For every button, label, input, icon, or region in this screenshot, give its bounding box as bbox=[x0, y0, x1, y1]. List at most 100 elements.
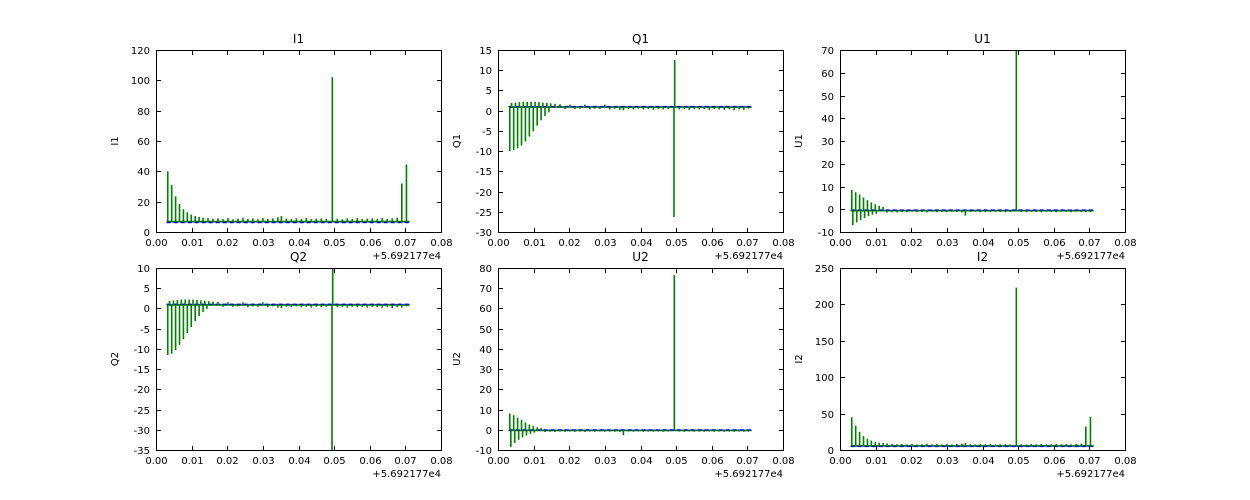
y-tick-label: 60 bbox=[137, 137, 150, 148]
subplot-title: Q2 bbox=[290, 250, 307, 264]
x-tick-label: 0.06 bbox=[1043, 456, 1065, 467]
y-tick-label: 10 bbox=[479, 406, 492, 417]
y-tick-label: 70 bbox=[479, 284, 492, 295]
x-tick-label: 0.04 bbox=[630, 456, 652, 467]
x-tick-label: 0.05 bbox=[1007, 456, 1029, 467]
x-tick-label: 0.01 bbox=[523, 238, 545, 249]
x-tick-label: 0.03 bbox=[936, 456, 958, 467]
plot-frame bbox=[156, 50, 442, 233]
y-tick-label: 150 bbox=[815, 337, 834, 348]
x-tick-label: 0.02 bbox=[216, 456, 238, 467]
y-tick-label: -25 bbox=[134, 406, 150, 417]
x-tick-label: 0.00 bbox=[487, 238, 509, 249]
x-tick-label: 0.03 bbox=[936, 238, 958, 249]
x-tick-label: 0.04 bbox=[288, 238, 310, 249]
x-tick-label: 0.06 bbox=[701, 456, 723, 467]
x-tick-label: 0.05 bbox=[323, 456, 345, 467]
x-tick-label: 0.07 bbox=[1078, 238, 1100, 249]
plot-frame bbox=[840, 50, 1126, 233]
subplot-title: I2 bbox=[977, 250, 988, 264]
x-tick-label: 0.03 bbox=[252, 238, 274, 249]
x-tick-label: 0.01 bbox=[865, 238, 887, 249]
x-axis-offset-label: +5.692177e4 bbox=[1056, 469, 1125, 480]
x-tick-label: 0.05 bbox=[323, 238, 345, 249]
x-tick-label: 0.01 bbox=[181, 238, 203, 249]
x-tick-label: 0.01 bbox=[523, 456, 545, 467]
x-tick-label: 0.04 bbox=[972, 238, 994, 249]
x-tick-label: 0.03 bbox=[594, 238, 616, 249]
subplot-I1: 0.00 0.01 0.02 0.03 0.04 0.05 0.06 0.07 0.08 0 20 4… bbox=[110, 32, 453, 262]
y-axis-label: Q2 bbox=[110, 352, 121, 366]
y-tick-label: 60 bbox=[821, 69, 834, 80]
x-tick-label: 0.00 bbox=[145, 456, 167, 467]
y-tick-label: 20 bbox=[479, 385, 492, 396]
x-tick-label: 0.07 bbox=[1078, 456, 1100, 467]
subplot-title: Q1 bbox=[632, 32, 649, 46]
x-tick-label: 0.04 bbox=[972, 456, 994, 467]
x-tick-label: 0.04 bbox=[288, 456, 310, 467]
y-tick-label: 50 bbox=[479, 325, 492, 336]
y-tick-label: 250 bbox=[815, 264, 834, 275]
y-tick-label: -20 bbox=[134, 385, 150, 396]
y-axis-label: U1 bbox=[794, 134, 805, 148]
y-tick-label: -10 bbox=[134, 345, 150, 356]
y-tick-label: 5 bbox=[486, 86, 492, 97]
y-tick-label: 80 bbox=[479, 264, 492, 275]
subplot-title: U2 bbox=[632, 250, 648, 264]
y-tick-label: 10 bbox=[137, 264, 150, 275]
y-tick-label: 15 bbox=[479, 46, 492, 57]
x-tick-label: 0.06 bbox=[1043, 238, 1065, 249]
y-tick-label: 0 bbox=[144, 228, 150, 239]
x-axis-offset-label: +5.692177e4 bbox=[372, 251, 441, 262]
y-tick-label: 80 bbox=[137, 107, 150, 118]
y-tick-label: -10 bbox=[818, 228, 834, 239]
subplot-U2: 0.00 0.01 0.02 0.03 0.04 0.05 0.06 0.07 0.08 -10 0… bbox=[452, 250, 795, 480]
x-tick-label: 0.05 bbox=[665, 238, 687, 249]
x-axis-offset-label: +5.692177e4 bbox=[1056, 251, 1125, 262]
x-axis-offset-label: +5.692177e4 bbox=[714, 469, 783, 480]
x-tick-label: 0.03 bbox=[594, 456, 616, 467]
y-tick-label: 20 bbox=[821, 160, 834, 171]
subplot-Q2: 0.00 0.01 0.02 0.03 0.04 0.05 0.06 0.07 0.08 -35 -… bbox=[110, 250, 453, 480]
y-tick-label: -35 bbox=[134, 446, 150, 457]
y-tick-label: -5 bbox=[140, 325, 150, 336]
x-tick-label: 0.04 bbox=[630, 238, 652, 249]
x-tick-label: 0.08 bbox=[430, 238, 452, 249]
x-tick-label: 0.07 bbox=[394, 456, 416, 467]
y-tick-label: 10 bbox=[821, 183, 834, 194]
x-axis-offset-label: +5.692177e4 bbox=[714, 251, 783, 262]
x-tick-label: 0.06 bbox=[359, 238, 381, 249]
x-tick-label: 0.07 bbox=[394, 238, 416, 249]
x-tick-label: 0.01 bbox=[865, 456, 887, 467]
x-tick-label: 0.01 bbox=[181, 456, 203, 467]
x-tick-label: 0.07 bbox=[736, 456, 758, 467]
subplot-Q1: 0.00 0.01 0.02 0.03 0.04 0.05 0.06 0.07 0.08 -30 -… bbox=[452, 32, 795, 262]
x-tick-label: 0.06 bbox=[701, 238, 723, 249]
x-axis-offset-label: +5.692177e4 bbox=[372, 469, 441, 480]
y-tick-label: 0 bbox=[486, 426, 492, 437]
x-tick-label: 0.08 bbox=[430, 456, 452, 467]
x-tick-label: 0.05 bbox=[665, 456, 687, 467]
y-tick-label: 100 bbox=[131, 76, 150, 87]
y-axis-label: U2 bbox=[452, 352, 463, 366]
y-tick-label: 100 bbox=[815, 373, 834, 384]
x-tick-label: 0.00 bbox=[145, 238, 167, 249]
x-tick-label: 0.07 bbox=[736, 238, 758, 249]
subplot-title: U1 bbox=[974, 32, 990, 46]
y-tick-label: -15 bbox=[134, 365, 150, 376]
y-tick-label: 60 bbox=[479, 304, 492, 315]
x-tick-label: 0.02 bbox=[558, 238, 580, 249]
x-tick-label: 0.08 bbox=[1114, 238, 1136, 249]
x-tick-label: 0.02 bbox=[900, 456, 922, 467]
y-tick-label: 50 bbox=[821, 92, 834, 103]
subplot-title: I1 bbox=[293, 32, 304, 46]
plot-frame bbox=[156, 268, 442, 451]
y-tick-label: -25 bbox=[476, 208, 492, 219]
y-axis-label: I1 bbox=[110, 136, 121, 145]
x-tick-label: 0.08 bbox=[772, 238, 794, 249]
subplot-I2: 0.00 0.01 0.02 0.03 0.04 0.05 0.06 0.07 0.08 0 50 1… bbox=[794, 250, 1137, 480]
x-tick-label: 0.08 bbox=[1114, 456, 1136, 467]
plot-frame bbox=[498, 50, 784, 233]
subplot-U1: 0.00 0.01 0.02 0.03 0.04 0.05 0.06 0.07 0.08 -10 0… bbox=[794, 32, 1137, 262]
